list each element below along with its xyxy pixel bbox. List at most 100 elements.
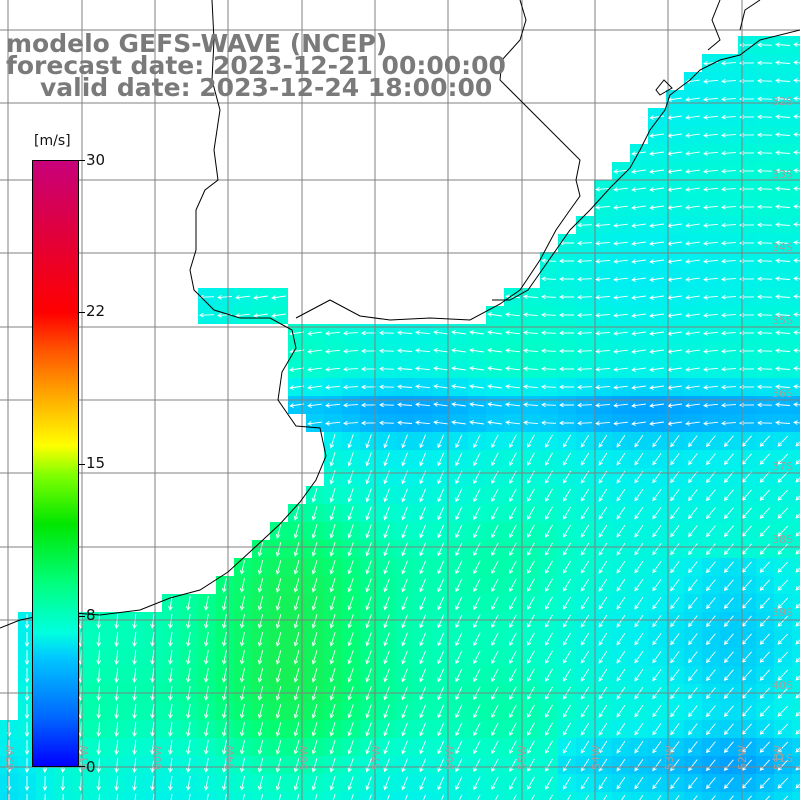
wind-arrow xyxy=(706,741,716,754)
wind-arrow xyxy=(723,525,734,538)
wind-arrow xyxy=(775,330,791,336)
wind-arrow xyxy=(419,704,427,719)
wind-arrow xyxy=(562,506,571,520)
wind-arrow xyxy=(706,579,716,592)
wind-arrow xyxy=(793,420,800,425)
latitude-labels: 32S 33S 34S 35S 36S 37S 38S 39S 40S 41S xyxy=(772,95,793,765)
wind-arrow xyxy=(239,614,245,629)
wind-arrow xyxy=(775,204,791,210)
wind-arrow xyxy=(793,348,800,353)
wind-arrow xyxy=(523,384,539,389)
wind-arrow xyxy=(527,668,535,682)
wind-arrow xyxy=(433,348,448,353)
wind-arrow xyxy=(132,757,137,773)
wind-arrow xyxy=(401,524,409,539)
wind-cell xyxy=(792,540,800,558)
wind-arrow xyxy=(419,740,427,755)
wind-arrow xyxy=(451,348,466,353)
wind-arrow xyxy=(585,794,590,800)
wind-arrow xyxy=(598,740,608,754)
wind-arrow xyxy=(757,384,773,390)
wind-arrow xyxy=(723,669,734,682)
wind-cell xyxy=(792,648,800,666)
wind-arrow xyxy=(505,330,521,335)
wind-arrow xyxy=(631,277,646,282)
wind-arrow xyxy=(759,561,771,573)
wind-arrow xyxy=(634,723,644,736)
wind-arrow xyxy=(491,776,499,791)
wind-arrow xyxy=(545,740,553,754)
wind-arrow xyxy=(616,668,626,682)
wind-arrow xyxy=(703,367,719,372)
wind-cell xyxy=(306,792,324,800)
wind-arrow xyxy=(706,507,716,520)
wind-arrow xyxy=(239,704,245,719)
wind-arrow xyxy=(688,507,698,520)
wind-arrow xyxy=(634,525,644,538)
wind-arrow xyxy=(634,543,644,556)
wind-arrow xyxy=(487,366,502,371)
wind-arrow xyxy=(631,331,646,336)
wind-cell xyxy=(792,72,800,90)
wind-arrow xyxy=(721,204,737,210)
wind-cell xyxy=(792,756,800,774)
wind-arrow xyxy=(631,367,646,372)
wind-arrow xyxy=(777,453,789,465)
wind-arrow xyxy=(204,776,209,791)
wind-arrow xyxy=(580,560,590,574)
wind-arrow xyxy=(257,560,264,575)
wind-arrow xyxy=(706,561,716,574)
wind-arrow xyxy=(186,776,191,791)
wind-arrow xyxy=(257,704,264,719)
wind-arrow xyxy=(759,705,771,717)
wind-arrow xyxy=(688,453,698,466)
wind-arrow xyxy=(419,434,427,449)
wind-arrow xyxy=(775,366,791,372)
wind-arrow xyxy=(631,187,646,192)
wind-arrow xyxy=(415,384,431,389)
wind-arrow xyxy=(723,633,734,646)
wind-arrow xyxy=(343,330,359,336)
wind-arrow xyxy=(307,421,322,426)
wind-arrow xyxy=(688,777,698,790)
wind-arrow xyxy=(401,506,409,521)
wind-arrow xyxy=(473,704,481,719)
wind-arrow xyxy=(114,631,119,647)
wind-arrow xyxy=(723,705,734,718)
wind-arrow xyxy=(379,366,395,372)
forecast-date-label: forecast date: 2023-12-21 00:00:00 xyxy=(6,51,506,80)
wind-arrow xyxy=(239,776,245,791)
wind-arrow xyxy=(275,560,282,575)
wind-arrow xyxy=(527,632,535,646)
wind-arrow xyxy=(239,632,245,647)
wind-arrow xyxy=(275,740,282,755)
wind-arrow xyxy=(775,420,791,426)
wind-arrow xyxy=(114,613,119,629)
wind-arrow xyxy=(670,435,680,448)
wind-arrow xyxy=(577,330,593,336)
wind-arrow xyxy=(685,277,700,282)
latitude-label: 33S xyxy=(772,168,793,181)
wind-arrow xyxy=(527,524,535,538)
wind-cell xyxy=(792,162,800,180)
wind-arrow xyxy=(541,348,557,354)
wind-arrow xyxy=(795,711,800,717)
wind-arrow xyxy=(257,614,264,629)
wind-arrow xyxy=(631,403,646,408)
wind-arrow xyxy=(361,348,377,354)
wind-cell xyxy=(792,342,800,360)
wind-arrow xyxy=(634,453,644,466)
wind-arrow xyxy=(239,722,245,737)
wind-arrow xyxy=(455,524,463,539)
wind-arrow xyxy=(595,187,611,192)
wind-cell xyxy=(540,792,558,800)
wind-arrow xyxy=(186,740,191,755)
wind-arrow xyxy=(397,420,413,426)
wind-arrow xyxy=(437,560,445,575)
wind-arrow xyxy=(257,668,264,683)
wind-arrow xyxy=(580,740,590,754)
wind-arrow xyxy=(437,488,445,503)
wind-arrow xyxy=(168,740,173,755)
wind-arrow xyxy=(721,402,737,408)
